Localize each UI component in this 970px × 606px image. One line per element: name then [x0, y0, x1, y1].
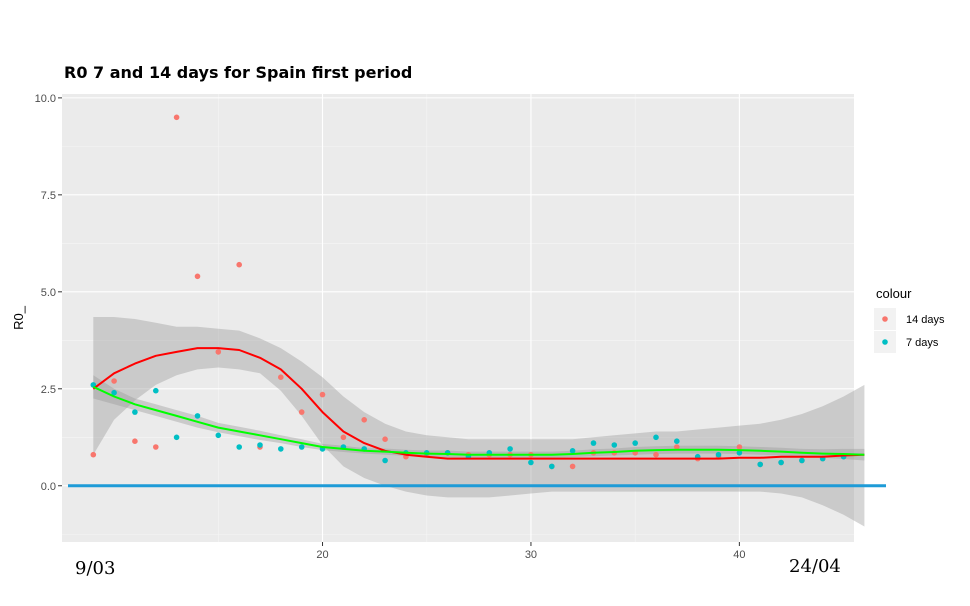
point-7-days — [632, 440, 638, 446]
point-14-days — [569, 463, 576, 470]
y-axis-title: R0_ — [11, 305, 26, 330]
point-14-days — [340, 434, 347, 441]
point-14-days — [382, 436, 388, 443]
y-tick-label: 2.5 — [41, 384, 56, 396]
point-14-days — [236, 261, 242, 268]
point-14-days — [361, 417, 368, 423]
point-7-days — [507, 446, 513, 452]
smooth-line-14-days — [92, 347, 865, 460]
axes: 0.0 2.5 5.0 7.5 10.0 20 30 40 — [35, 93, 746, 561]
point-7-days — [257, 442, 263, 448]
point-7-days — [611, 442, 618, 448]
point-7-days — [799, 457, 805, 464]
legend: colour 14 days 7 days — [874, 286, 945, 353]
point-7-days — [382, 457, 388, 464]
point-7-days — [153, 387, 159, 394]
point-7-days — [590, 440, 597, 446]
y-tick-label: 7.5 — [41, 190, 56, 202]
x-tick-label: 20 — [316, 549, 328, 561]
point-14-days — [173, 114, 180, 121]
point-7-days — [778, 459, 784, 466]
y-tick-label: 10.0 — [35, 93, 56, 105]
point-7-days — [215, 432, 222, 439]
point-14-days — [298, 409, 305, 415]
point-7-days — [569, 448, 576, 454]
point-14-days — [278, 374, 284, 381]
point-14-days — [653, 451, 659, 458]
point-7-days — [528, 459, 534, 466]
point-7-days — [298, 444, 305, 450]
y-tick-label: 5.0 — [41, 287, 56, 299]
x-tick-label: 40 — [733, 549, 745, 561]
x-tick-label: 30 — [525, 549, 537, 561]
legend-title: colour — [876, 286, 912, 301]
start-date-annotation: 9/03 — [75, 558, 115, 579]
point-7-days — [715, 451, 722, 458]
point-14-days — [319, 391, 326, 398]
plot-panel — [62, 94, 854, 542]
confidence-band-14-days — [93, 317, 865, 527]
legend-label-7-days: 7 days — [906, 337, 939, 349]
point-7-days — [653, 434, 659, 441]
chart-title: R0 7 and 14 days for Spain first period — [64, 63, 412, 82]
legend-marker-7-days — [882, 339, 888, 345]
point-14-days — [194, 273, 201, 280]
point-7-days — [757, 461, 763, 468]
point-14-days — [132, 438, 138, 445]
point-7-days — [549, 463, 555, 470]
point-7-days — [736, 450, 743, 456]
smooth-line-7-days — [92, 385, 865, 456]
point-7-days — [194, 413, 201, 419]
legend-label-14-days: 14 days — [906, 314, 945, 326]
point-14-days — [111, 378, 117, 384]
point-7-days — [111, 389, 117, 396]
end-date-annotation: 24/04 — [789, 556, 841, 577]
smooth-lines — [92, 347, 865, 460]
point-14-days — [674, 444, 680, 450]
point-7-days — [173, 434, 180, 441]
point-7-days — [90, 382, 97, 388]
point-7-days — [236, 444, 242, 450]
point-7-days — [132, 409, 138, 415]
point-7-days — [278, 446, 284, 452]
point-14-days — [215, 349, 222, 355]
point-7-days — [674, 438, 680, 445]
point-14-days — [90, 451, 97, 458]
y-tick-label: 0.0 — [41, 481, 56, 493]
point-14-days — [153, 444, 159, 450]
point-14-days — [736, 444, 743, 450]
legend-marker-14-days — [882, 316, 888, 322]
